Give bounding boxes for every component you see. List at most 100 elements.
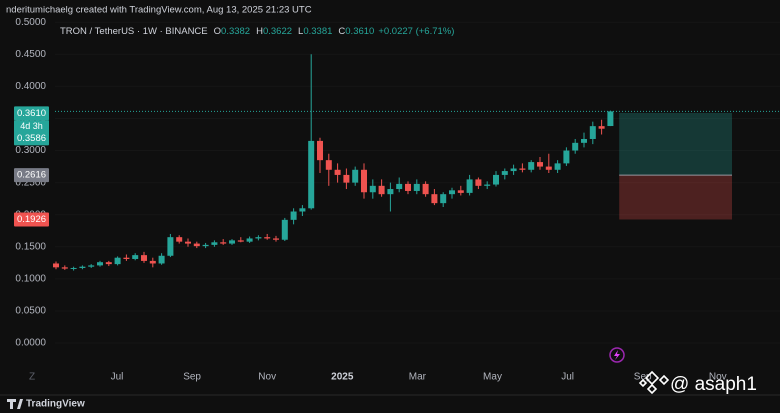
legend-value: 0.3382	[221, 26, 250, 37]
x-tick-label: May	[483, 372, 502, 383]
candle-body	[334, 169, 341, 175]
y-tick-label: 0.0000	[15, 338, 46, 349]
candle-body	[202, 244, 209, 247]
candle-body	[598, 126, 605, 129]
candles	[53, 54, 614, 271]
y-tick-label: 0.5000	[15, 17, 46, 28]
candle-body	[237, 240, 244, 242]
candle-body	[545, 166, 552, 170]
symbol-legend: TRON / TetherUS · 1W · BINANCE O0.3382 H0.…	[60, 26, 454, 37]
watermark: @ asaph1	[670, 374, 757, 395]
candle-body	[158, 255, 165, 264]
candle-body	[405, 183, 411, 191]
candle-body	[308, 140, 315, 209]
candle-body	[317, 140, 323, 161]
candle-body	[413, 183, 420, 191]
candle-body	[369, 185, 376, 193]
target-label: 0.3586	[17, 133, 46, 144]
candle-body	[396, 183, 403, 190]
tradingview-logo	[7, 399, 23, 409]
x-tick-label: Mar	[409, 372, 427, 383]
candle-body	[149, 260, 156, 264]
y-tick-label: 0.2500	[15, 177, 46, 188]
candle-body	[493, 174, 499, 185]
legend-key: H	[256, 26, 263, 37]
y-tick-label: 0.4000	[15, 81, 46, 92]
candle-body	[501, 171, 508, 175]
legend-symbol: TRON / TetherUS · 1W · BINANCE	[60, 26, 208, 37]
stop-label: 0.1926	[17, 214, 46, 225]
candle-body	[123, 257, 130, 259]
candle-body	[361, 169, 367, 193]
footer-brand: TradingView	[26, 399, 85, 410]
header-credit: nderitumichaelg created with TradingView…	[6, 5, 312, 16]
candle-body	[167, 237, 174, 256]
legend-key: C	[338, 26, 345, 37]
loss-zone	[619, 175, 732, 220]
candle-body	[589, 126, 596, 139]
candle-body	[70, 267, 77, 269]
candle-body	[449, 190, 455, 195]
candle-body	[457, 190, 464, 193]
y-tick-label: 0.0500	[15, 306, 46, 317]
x-tick-label: Sep	[183, 372, 201, 383]
last-price-label: 0.3610	[17, 108, 46, 119]
profit-zone	[619, 112, 732, 176]
candle-body	[537, 162, 543, 167]
candle-body	[264, 237, 271, 239]
candle-body	[185, 241, 191, 244]
candle-body	[273, 238, 279, 240]
candle-body	[299, 208, 306, 212]
candle-body	[510, 168, 517, 172]
y-tick-label: 0.1500	[15, 241, 46, 252]
candle-body	[607, 111, 614, 127]
candle-body	[572, 142, 579, 151]
candle-body	[141, 255, 147, 261]
scale-button[interactable]: Z	[29, 372, 35, 383]
candle-body	[484, 184, 491, 186]
entry-label: 0.2616	[17, 170, 46, 181]
candle-body	[220, 242, 227, 244]
y-tick-label: 0.4500	[15, 49, 46, 60]
countdown-box	[14, 120, 49, 133]
position-zones	[55, 110, 780, 220]
candle-body	[378, 185, 385, 195]
legend-value: 0.3381	[303, 26, 332, 37]
x-tick-label: Nov	[258, 372, 276, 383]
lightning-icon[interactable]	[609, 347, 625, 363]
candle-body	[53, 263, 59, 268]
candle-body	[475, 179, 482, 186]
candle-body	[193, 243, 200, 247]
legend-value: 0.3622	[263, 26, 292, 37]
candle-body	[246, 238, 253, 242]
candle-body	[88, 265, 95, 267]
y-tick-label: 0.3000	[15, 145, 46, 156]
candle-body	[431, 194, 438, 204]
candle-body	[211, 242, 218, 245]
x-tick-label: Jul	[111, 372, 124, 383]
candle-body	[79, 266, 86, 268]
candle-body	[466, 179, 473, 193]
candle-body	[563, 150, 570, 164]
candle-body	[387, 189, 394, 195]
candle-body	[343, 174, 350, 183]
countdown: 4d 3h	[20, 121, 43, 131]
grid	[55, 21, 780, 344]
candle-body	[352, 169, 359, 183]
x-tick-label: Nov	[709, 372, 727, 383]
candle-body	[325, 160, 332, 170]
candle-body	[554, 163, 561, 170]
legend-value: 0.3610	[345, 26, 374, 37]
candle-body	[61, 267, 68, 269]
entry-label-box	[14, 168, 49, 183]
stop-label-box	[14, 212, 49, 227]
legend-key: L	[298, 26, 303, 37]
x-tick-label: Sep	[634, 372, 652, 383]
legend-change: +0.0227 (+6.71%)	[378, 26, 454, 37]
legend-key: O	[214, 26, 221, 37]
x-tick-label: Jul	[561, 372, 574, 383]
candle-body	[581, 138, 587, 143]
watermark-logo	[638, 370, 670, 395]
